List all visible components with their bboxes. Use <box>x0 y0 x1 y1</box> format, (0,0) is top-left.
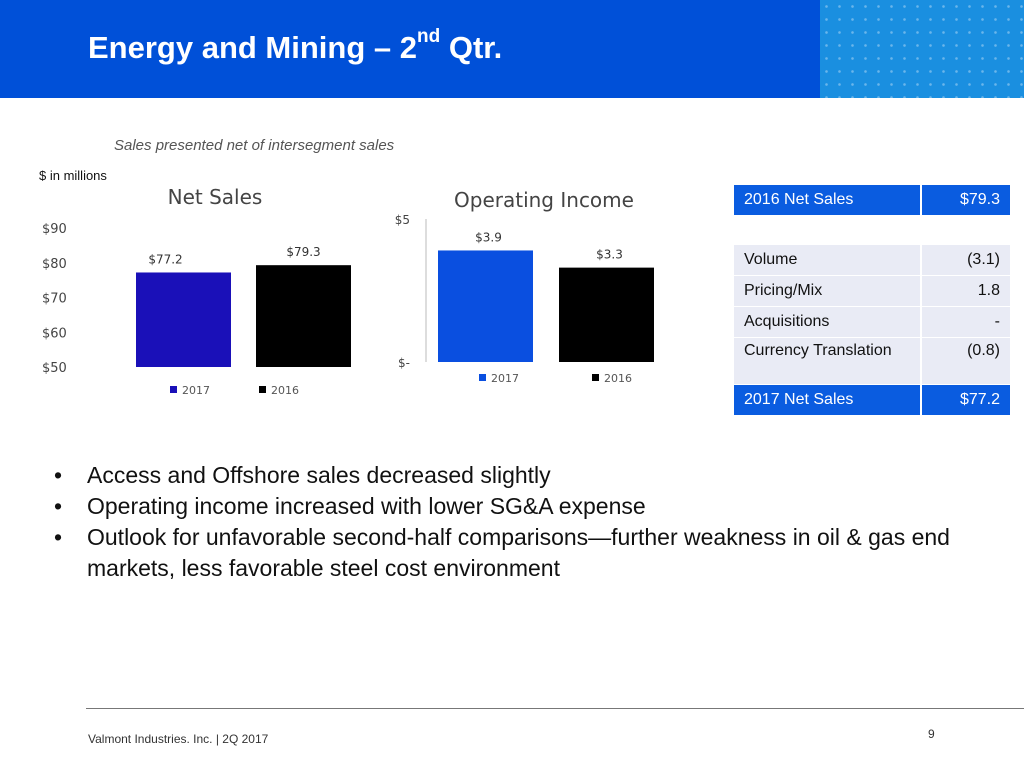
data-label: $3.3 <box>596 248 623 262</box>
legend-swatch <box>479 374 486 381</box>
legend-swatch <box>259 386 266 393</box>
legend-label: 2016 <box>271 384 299 397</box>
y-tick-label: $90 <box>42 222 67 237</box>
bar-2017 <box>438 250 533 362</box>
title-main: Energy and Mining – 2 <box>88 30 417 65</box>
bridge-row-acquisitions: Acquisitions - <box>734 306 1010 338</box>
bullet-list: • Access and Offshore sales decreased sli… <box>54 460 974 584</box>
bridge-row-currency: Currency Translation (0.8) <box>734 337 1010 385</box>
bridge-header-row: 2016 Net Sales $79.3 <box>734 185 1010 215</box>
bridge-row-value: - <box>921 306 1010 338</box>
y-tick-label: $70 <box>42 292 67 307</box>
subtitle-note: Sales presented net of intersegment sale… <box>114 137 395 154</box>
bullet-symbol: • <box>54 493 63 519</box>
bar-2017 <box>136 272 231 367</box>
y-tick-label: $5 <box>395 213 410 227</box>
bridge-row-label: Volume <box>734 245 922 276</box>
bullet-item: • Operating income increased with lower S… <box>54 491 974 522</box>
page-title: Energy and Mining – 2nd Qtr. <box>88 26 503 66</box>
bullet-symbol: • <box>54 524 63 550</box>
bridge-row-value: (3.1) <box>921 245 1010 276</box>
header-dot-pattern <box>820 0 1024 98</box>
net-sales-bridge-table: 2016 Net Sales $79.3 Volume (3.1) Pricin… <box>734 185 1010 415</box>
units-note: $ in millions <box>39 168 107 183</box>
bridge-footer-value: $77.2 <box>921 384 1010 415</box>
title-superscript: nd <box>417 26 441 47</box>
bridge-row-label: Acquisitions <box>734 306 922 338</box>
bar-2016 <box>256 265 351 367</box>
legend-label: 2017 <box>182 384 210 397</box>
title-tail: Qtr. <box>440 30 503 65</box>
page-number: 9 <box>928 727 935 741</box>
bridge-row-label: Pricing/Mix <box>734 275 922 307</box>
bullet-text: Operating income increased with lower SG… <box>87 493 646 519</box>
chart-title: Net Sales <box>168 185 263 209</box>
bridge-header-label: 2016 Net Sales <box>734 185 922 215</box>
footer-divider <box>86 708 1024 709</box>
bullet-text: Outlook for unfavorable second-half comp… <box>87 524 950 581</box>
legend-swatch <box>170 386 177 393</box>
bridge-header-value: $79.3 <box>921 185 1010 215</box>
bridge-row-value: 1.8 <box>921 275 1010 307</box>
y-tick-label: $60 <box>42 326 67 341</box>
data-label: $77.2 <box>148 252 182 266</box>
footer-text: Valmont Industries. Inc. | 2Q 2017 <box>88 732 269 746</box>
bridge-row-volume: Volume (3.1) <box>734 245 1010 276</box>
legend-label: 2017 <box>491 372 519 385</box>
bridge-row-pricing-mix: Pricing/Mix 1.8 <box>734 275 1010 307</box>
y-tick-label: $80 <box>42 257 67 272</box>
bullet-text: Access and Offshore sales decreased slig… <box>87 462 551 488</box>
bar-2016 <box>559 267 654 362</box>
data-label: $79.3 <box>286 245 320 259</box>
title-bar: Energy and Mining – 2nd Qtr. <box>0 0 1024 98</box>
bullet-symbol: • <box>54 462 63 488</box>
y-tick-label: $- <box>398 356 410 370</box>
operating-income-chart: Operating Income $- $5 $3.9 $3.3 2017 2016 <box>395 188 654 385</box>
chart-title: Operating Income <box>454 188 634 212</box>
bridge-footer-row: 2017 Net Sales $77.2 <box>734 384 1010 415</box>
bridge-footer-label: 2017 Net Sales <box>734 384 922 415</box>
bridge-row-label: Currency Translation <box>734 337 922 385</box>
y-tick-label: $50 <box>42 361 67 376</box>
legend-label: 2016 <box>604 372 632 385</box>
bullet-item: • Outlook for unfavorable second-half com… <box>54 522 974 584</box>
legend-swatch <box>592 374 599 381</box>
bullet-item: • Access and Offshore sales decreased sli… <box>54 460 974 491</box>
data-label: $3.9 <box>475 230 502 244</box>
bridge-row-value: (0.8) <box>921 337 1010 385</box>
net-sales-chart: Net Sales $50 $60 $70 $80 $90 $77.2 $79.3 2017 20… <box>42 185 351 397</box>
